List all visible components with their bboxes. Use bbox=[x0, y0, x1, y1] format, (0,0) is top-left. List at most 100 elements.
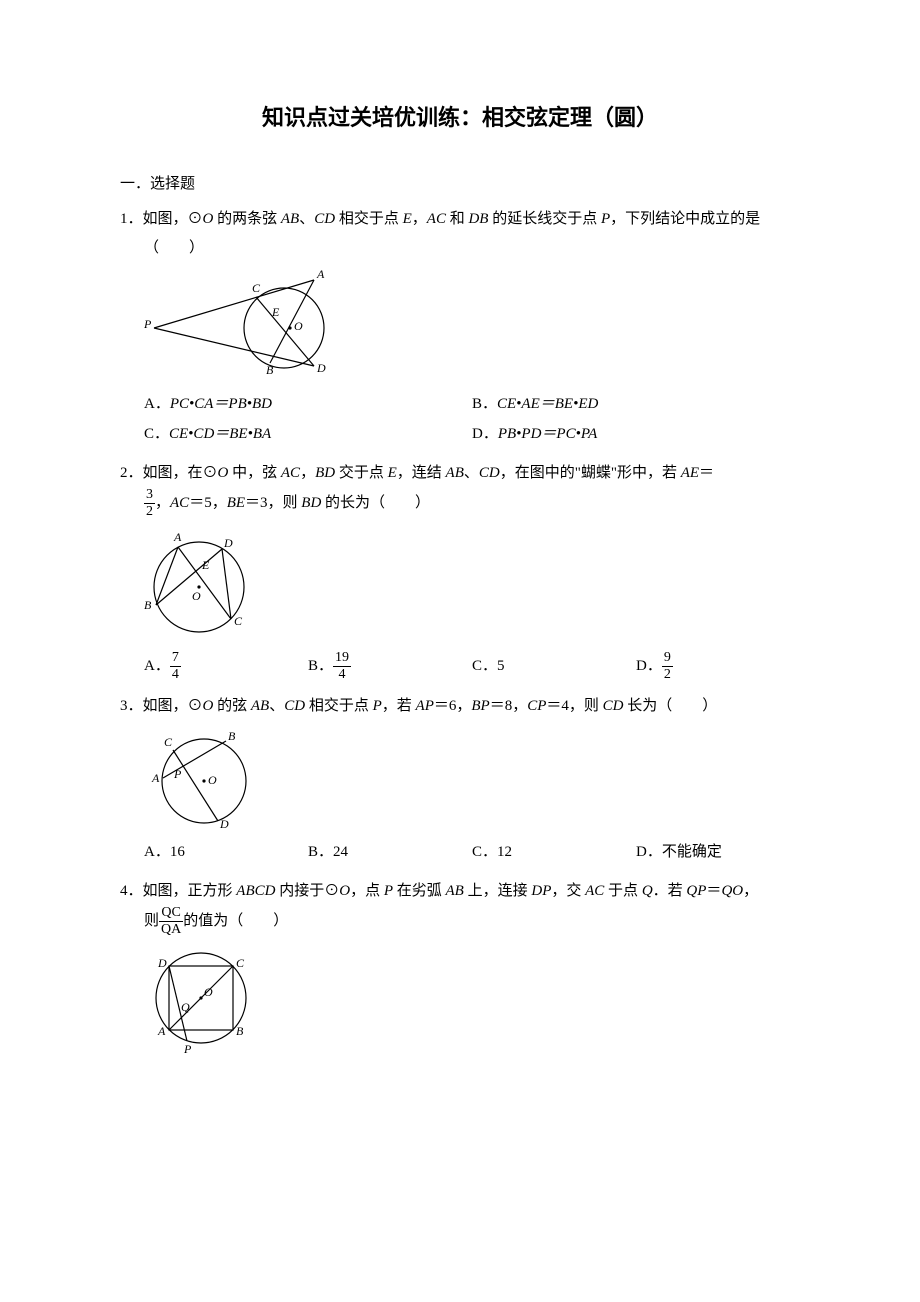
q1-diagram: A B C D E O P bbox=[144, 268, 800, 383]
q2-optD-fd: 2 bbox=[662, 668, 673, 682]
q4-t7: 于点 bbox=[604, 883, 642, 899]
q3-t9: 长为（ ） bbox=[624, 698, 718, 714]
q3-cd: CD bbox=[284, 698, 305, 714]
q1-lbl-P: P bbox=[144, 317, 152, 331]
q2-optD-fn: 9 bbox=[662, 651, 673, 665]
q2-t2: 中，弦 bbox=[228, 465, 281, 481]
q2-t6: 、 bbox=[464, 465, 479, 481]
q4-t2: 内接于⊙ bbox=[275, 883, 339, 899]
q3-p: P bbox=[373, 698, 382, 714]
q4-lbl-B: B bbox=[236, 1024, 244, 1038]
q3-o: O bbox=[203, 698, 214, 714]
q2-t7: ，在图中的"蝴蝶"形中，若 bbox=[500, 465, 681, 481]
q1-optA-t: PC•CA＝PB•BD bbox=[170, 396, 272, 412]
q4-lbl-O: O bbox=[204, 985, 213, 999]
q3-t1: 如图，⊙ bbox=[143, 698, 203, 714]
q3-t7: ＝8， bbox=[490, 698, 528, 714]
q1-optD: D．PB•PD＝PC•PA bbox=[472, 419, 800, 449]
q2-t10: ＝5， bbox=[189, 494, 227, 510]
q4-frac1: QCQA bbox=[159, 906, 183, 937]
q2-optC: C．5 bbox=[472, 651, 636, 682]
q2-text-line2: 32，AC＝5，BE＝3，则 BD 的长为（ ） bbox=[120, 488, 800, 519]
q2-bd2: BD bbox=[301, 494, 321, 510]
q3-ab: AB bbox=[251, 698, 269, 714]
q1-ac: AC bbox=[427, 211, 446, 227]
q1-optD-t: PB•PD＝PC•PA bbox=[498, 426, 597, 442]
q2-text: 2．如图，在⊙O 中，弦 AC，BD 交于点 E，连结 AB、CD，在图中的"蝴… bbox=[120, 459, 800, 488]
q1-t5: ， bbox=[412, 211, 427, 227]
q4-text-line2: 则QCQA的值为（ ） bbox=[120, 906, 800, 937]
q2-e: E bbox=[388, 465, 397, 481]
q2-cd: CD bbox=[479, 465, 500, 481]
q1-lbl-D: D bbox=[316, 361, 326, 375]
q1-optC-t: CE•CD＝BE•BA bbox=[169, 426, 271, 442]
q1-t2: 的两条弦 bbox=[213, 211, 281, 227]
q2-lbl-E: E bbox=[201, 558, 210, 572]
q2-t8: ＝ bbox=[699, 465, 714, 481]
q2-frac1-n: 3 bbox=[144, 488, 155, 502]
q3-options: A．16 B．24 C．12 D．不能确定 bbox=[120, 837, 800, 867]
q4-number: 4． bbox=[120, 883, 143, 899]
q4-l2p: 则 bbox=[144, 913, 159, 929]
q4-t1: 如图，正方形 bbox=[143, 883, 237, 899]
q1-lbl-A: A bbox=[316, 268, 325, 281]
q2-optA: A．74 bbox=[144, 651, 308, 682]
q4-diagram: A B C D P O Q bbox=[144, 943, 800, 1063]
q3-optC-l: C． bbox=[472, 844, 497, 860]
q3-number: 3． bbox=[120, 698, 143, 714]
q1-t6: 和 bbox=[446, 211, 469, 227]
q2-bd: BD bbox=[315, 465, 335, 481]
q3-optD: D．不能确定 bbox=[636, 837, 800, 867]
q2-t12: 的长为（ ） bbox=[321, 494, 430, 510]
q2-lbl-A: A bbox=[173, 530, 182, 544]
q2-optD-frac: 92 bbox=[662, 651, 673, 682]
q1-t4: 相交于点 bbox=[335, 211, 403, 227]
q1-t7: 的延长线交于点 bbox=[488, 211, 601, 227]
q2-optC-l: C． bbox=[472, 658, 497, 674]
q3-text: 3．如图，⊙O 的弦 AB、CD 相交于点 P，若 AP＝6，BP＝8，CP＝4… bbox=[120, 692, 800, 721]
q4-qo: QO bbox=[721, 883, 743, 899]
q2-t4: 交于点 bbox=[335, 465, 388, 481]
q3-optA-l: A． bbox=[144, 844, 170, 860]
q3-lbl-A: A bbox=[151, 771, 160, 785]
q3-optD-t: 不能确定 bbox=[662, 844, 722, 860]
q3-lbl-C: C bbox=[164, 735, 173, 749]
q4-lbl-A: A bbox=[157, 1024, 166, 1038]
q3-optA: A．16 bbox=[144, 837, 308, 867]
q4-lbl-D: D bbox=[157, 956, 167, 970]
q3-lbl-P: P bbox=[173, 767, 182, 781]
q4-frac1-n: QC bbox=[159, 906, 183, 920]
q1-optB-t: CE•AE＝BE•ED bbox=[497, 396, 598, 412]
q2-be: BE bbox=[227, 494, 245, 510]
q1-optD-l: D． bbox=[472, 426, 498, 442]
q1-db: DB bbox=[468, 211, 488, 227]
q2-lbl-O: O bbox=[192, 589, 201, 603]
q1-options: A．PC•CA＝PB•BD B．CE•AE＝BE•ED C．CE•CD＝BE•B… bbox=[120, 389, 800, 449]
q4-t4: 在劣弧 bbox=[393, 883, 446, 899]
q4-dp: DP bbox=[531, 883, 551, 899]
q1-t: 如图，⊙ bbox=[143, 211, 203, 227]
q2-ac: AC bbox=[281, 465, 300, 481]
q1-text: 1．如图，⊙O 的两条弦 AB、CD 相交于点 E，AC 和 DB 的延长线交于… bbox=[120, 205, 800, 262]
q1-p: P bbox=[601, 211, 610, 227]
q4-lbl-Q: Q bbox=[181, 1000, 190, 1014]
q1-o: O bbox=[203, 211, 214, 227]
question-4: 4．如图，正方形 ABCD 内接于⊙O，点 P 在劣弧 AB 上，连接 DP，交… bbox=[120, 877, 800, 1063]
q2-number: 2． bbox=[120, 465, 143, 481]
q2-optA-fn: 7 bbox=[170, 651, 181, 665]
q2-optA-fd: 4 bbox=[170, 668, 181, 682]
q4-q: Q bbox=[642, 883, 653, 899]
q2-optB-fn: 19 bbox=[333, 651, 351, 665]
q3-t4: 相交于点 bbox=[305, 698, 373, 714]
q2-t11: ＝3，则 bbox=[245, 494, 301, 510]
q1-optA-l: A． bbox=[144, 396, 170, 412]
q4-t10: ， bbox=[743, 883, 758, 899]
q2-optA-frac: 74 bbox=[170, 651, 181, 682]
q4-t9: ＝ bbox=[706, 883, 721, 899]
q2-ae: AE bbox=[681, 465, 699, 481]
q3-diagram: A B C D P O bbox=[144, 726, 800, 831]
q2-optB-frac: 194 bbox=[333, 651, 351, 682]
q2-ac2: AC bbox=[170, 494, 189, 510]
q2-t3: ， bbox=[300, 465, 315, 481]
q4-p: P bbox=[384, 883, 393, 899]
